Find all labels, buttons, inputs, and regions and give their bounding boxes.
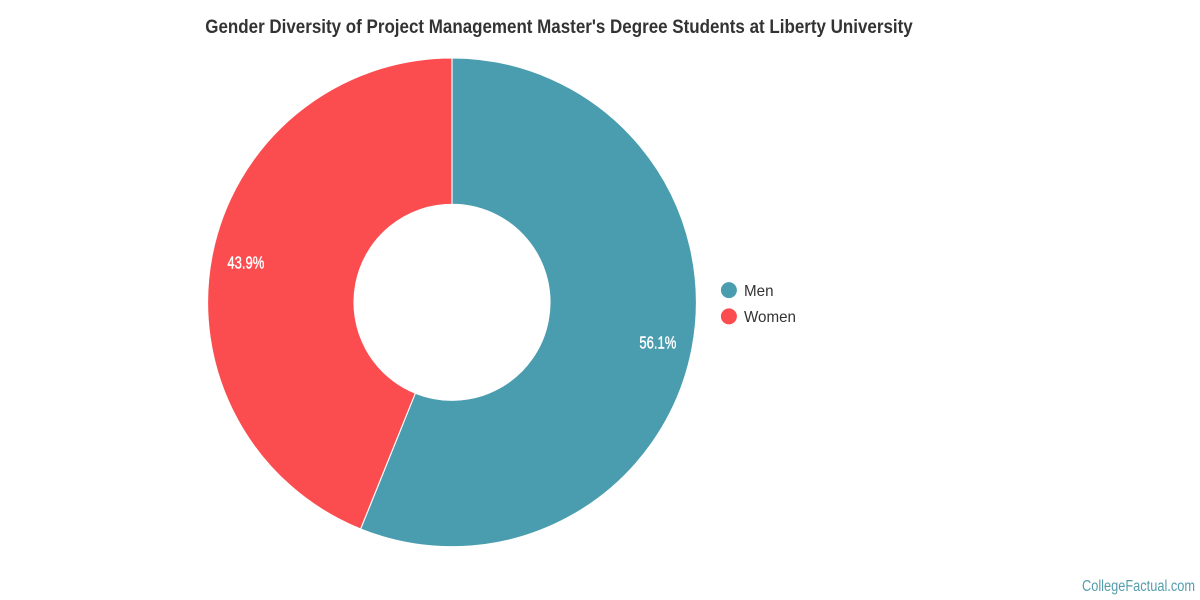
svg-text:56.1%: 56.1% [639, 332, 676, 352]
svg-text:Women: Women [744, 309, 796, 326]
svg-text:Men: Men [744, 283, 774, 300]
svg-text:Gender Diversity of Project Ma: Gender Diversity of Project Management M… [205, 17, 913, 38]
svg-text:CollegeFactual.com: CollegeFactual.com [1082, 578, 1195, 595]
svg-text:43.9%: 43.9% [227, 253, 264, 273]
